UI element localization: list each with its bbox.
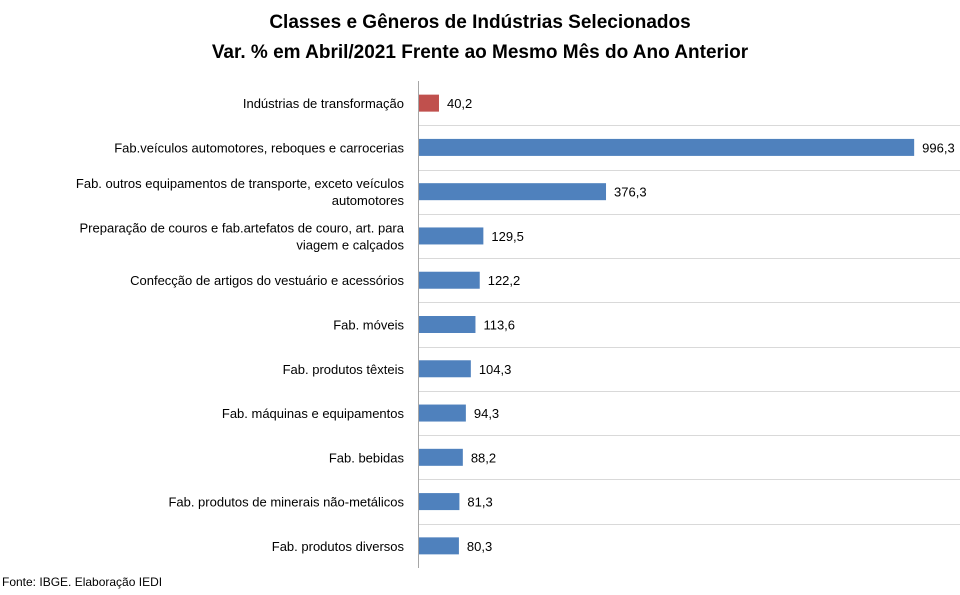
data-label: 81,3 (467, 495, 492, 510)
data-label: 80,3 (467, 539, 492, 554)
bar (419, 316, 476, 333)
category-label: Preparação de couros e fab.artefatos de … (80, 220, 405, 252)
bars (419, 94, 915, 555)
data-label: 376,3 (614, 185, 647, 200)
data-label: 94,3 (474, 406, 499, 421)
value-labels: 40,2 996,3 376,3 129,5 122,2 113,6 104,3 94,3 88… (447, 96, 955, 554)
category-labels: Indústrias de transformação Fab.veículos … (76, 96, 405, 554)
bar (419, 94, 439, 112)
category-label: Fab. máquinas e equipamentos (222, 406, 405, 421)
category-label: Fab. bebidas (329, 450, 405, 465)
category-label: Fab. produtos diversos (272, 539, 405, 554)
data-label: 996,3 (922, 140, 955, 155)
data-label: 113,6 (483, 318, 515, 333)
category-label: Fab. produtos têxteis (283, 362, 405, 377)
category-label: Fab. outros equipamentos de transporte, … (76, 176, 405, 208)
bar (419, 448, 463, 466)
data-label: 40,2 (447, 96, 472, 111)
bar (419, 138, 915, 156)
source-note: Fonte: IBGE. Elaboração IEDI (2, 575, 163, 589)
bar (419, 183, 607, 201)
category-label: Indústrias de transformação (243, 96, 404, 111)
chart-title: Classes e Gêneros de Indústrias Selecion… (269, 12, 691, 33)
category-label: Confecção de artigos do vestuário e aces… (130, 273, 404, 288)
gridlines (418, 125, 960, 525)
bar (419, 360, 471, 378)
bar (419, 271, 480, 289)
bar (419, 493, 460, 511)
category-label: Fab. produtos de minerais não-metálicos (168, 495, 404, 510)
data-label: 88,2 (471, 450, 496, 465)
bar (419, 404, 466, 422)
bar (419, 537, 459, 555)
data-label: 129,5 (491, 229, 524, 244)
data-label: 104,3 (479, 362, 512, 377)
bar (419, 227, 484, 245)
category-label: Fab.veículos automotores, reboques e car… (114, 140, 404, 155)
category-label: Fab. móveis (333, 318, 404, 333)
data-label: 122,2 (488, 273, 521, 288)
chart-subtitle: Var. % em Abril/2021 Frente ao Mesmo Mês… (211, 42, 749, 63)
